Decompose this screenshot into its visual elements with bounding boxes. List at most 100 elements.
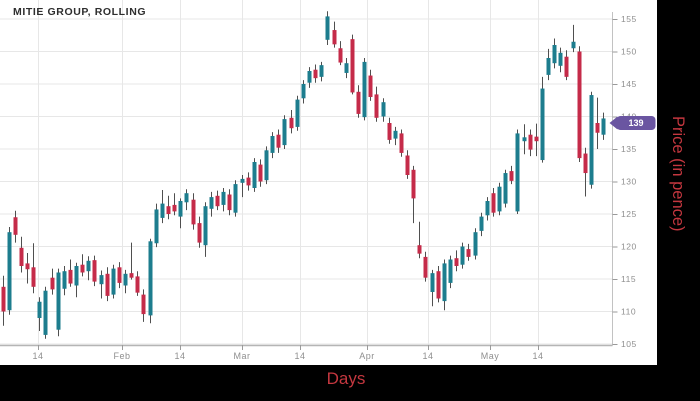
candle-body[interactable] (564, 56, 569, 77)
candle-body[interactable] (282, 119, 287, 146)
candlestick-chart[interactable]: 10511011512012513013514014515015514Feb14… (0, 0, 657, 365)
candle-body[interactable] (491, 193, 496, 213)
candle-body[interactable] (338, 48, 343, 63)
candle-body[interactable] (332, 30, 337, 45)
candle-body[interactable] (270, 136, 275, 153)
candle-body[interactable] (534, 136, 539, 142)
candle-body[interactable] (522, 137, 527, 142)
candle-body[interactable] (454, 258, 459, 266)
candle-body[interactable] (362, 61, 367, 118)
candle-body[interactable] (215, 195, 220, 207)
candle-body[interactable] (497, 186, 502, 212)
candle-body[interactable] (460, 246, 465, 265)
candle-body[interactable] (577, 51, 582, 159)
candle-body[interactable] (313, 69, 318, 79)
candles-layer[interactable] (1, 11, 606, 339)
candle-body[interactable] (393, 130, 398, 139)
candle-body[interactable] (154, 209, 159, 244)
candle-body[interactable] (80, 264, 85, 273)
candle-body[interactable] (546, 58, 551, 75)
candle-body[interactable] (117, 267, 122, 283)
candle-body[interactable] (233, 184, 238, 213)
candle-body[interactable] (166, 206, 171, 214)
candle-body[interactable] (221, 191, 226, 205)
candle-body[interactable] (503, 173, 508, 204)
candle-body[interactable] (411, 169, 416, 199)
candle-body[interactable] (589, 95, 594, 185)
candle-body[interactable] (246, 177, 251, 186)
candle-body[interactable] (601, 118, 606, 135)
candle-body[interactable] (558, 52, 563, 66)
candle-body[interactable] (473, 232, 478, 256)
candle-body[interactable] (301, 84, 306, 99)
candle-body[interactable] (191, 199, 196, 225)
candle-body[interactable] (356, 91, 361, 114)
candle-body[interactable] (276, 134, 281, 148)
candle-body[interactable] (430, 273, 435, 292)
candle-body[interactable] (442, 263, 447, 302)
candle-body[interactable] (571, 41, 576, 49)
candle-body[interactable] (148, 241, 153, 316)
candle-body[interactable] (31, 267, 36, 287)
candle-body[interactable] (62, 271, 67, 289)
candle-body[interactable] (307, 71, 312, 83)
candle-body[interactable] (68, 269, 73, 284)
candle-body[interactable] (25, 263, 30, 270)
candle-body[interactable] (160, 203, 165, 218)
candle-body[interactable] (258, 164, 263, 182)
candle-body[interactable] (540, 88, 545, 161)
candle-body[interactable] (43, 290, 48, 335)
candle-body[interactable] (417, 245, 422, 254)
candle-body[interactable] (509, 171, 514, 181)
candle-body[interactable] (50, 277, 55, 290)
candle-body[interactable] (135, 276, 140, 293)
candle-body[interactable] (178, 201, 183, 217)
candle-body[interactable] (197, 223, 202, 243)
candle-body[interactable] (172, 204, 177, 212)
candle-body[interactable] (111, 268, 116, 295)
candle-body[interactable] (350, 39, 355, 93)
candle-body[interactable] (552, 45, 557, 64)
candle-body[interactable] (123, 273, 128, 286)
candle-body[interactable] (479, 216, 484, 231)
candle-body[interactable] (319, 65, 324, 77)
candle-body[interactable] (448, 259, 453, 283)
candle-body[interactable] (264, 150, 269, 181)
candle-body[interactable] (583, 153, 588, 174)
candle-body[interactable] (13, 217, 18, 235)
candle-body[interactable] (289, 117, 294, 129)
candle-body[interactable] (1, 286, 6, 312)
candle-body[interactable] (86, 260, 91, 272)
candle-body[interactable] (74, 266, 79, 286)
candle-body[interactable] (515, 133, 520, 212)
candle-body[interactable] (227, 194, 232, 211)
candle-body[interactable] (595, 123, 600, 133)
candle-body[interactable] (528, 134, 533, 150)
candle-body[interactable] (423, 256, 428, 278)
candle-body[interactable] (37, 301, 42, 318)
candle-body[interactable] (56, 272, 61, 330)
candle-body[interactable] (436, 271, 441, 299)
candle-body[interactable] (325, 16, 330, 40)
candle-body[interactable] (381, 102, 386, 117)
candle-body[interactable] (466, 249, 471, 257)
candle-body[interactable] (129, 273, 134, 278)
candle-body[interactable] (344, 63, 349, 73)
candle-body[interactable] (105, 273, 110, 296)
candle-body[interactable] (99, 275, 104, 285)
candle-body[interactable] (387, 123, 392, 140)
candle-body[interactable] (209, 197, 214, 209)
candle-body[interactable] (399, 133, 404, 153)
candle-body[interactable] (141, 294, 146, 315)
candle-body[interactable] (92, 260, 97, 282)
candle-body[interactable] (203, 206, 208, 246)
candle-body[interactable] (295, 99, 300, 127)
candle-body[interactable] (184, 193, 189, 203)
candle-body[interactable] (374, 94, 379, 118)
candle-body[interactable] (405, 155, 410, 176)
candle-body[interactable] (252, 162, 257, 188)
candle-body[interactable] (19, 247, 24, 266)
candle-body[interactable] (485, 201, 490, 216)
candle-body[interactable] (7, 232, 12, 311)
candle-body[interactable] (368, 75, 373, 97)
